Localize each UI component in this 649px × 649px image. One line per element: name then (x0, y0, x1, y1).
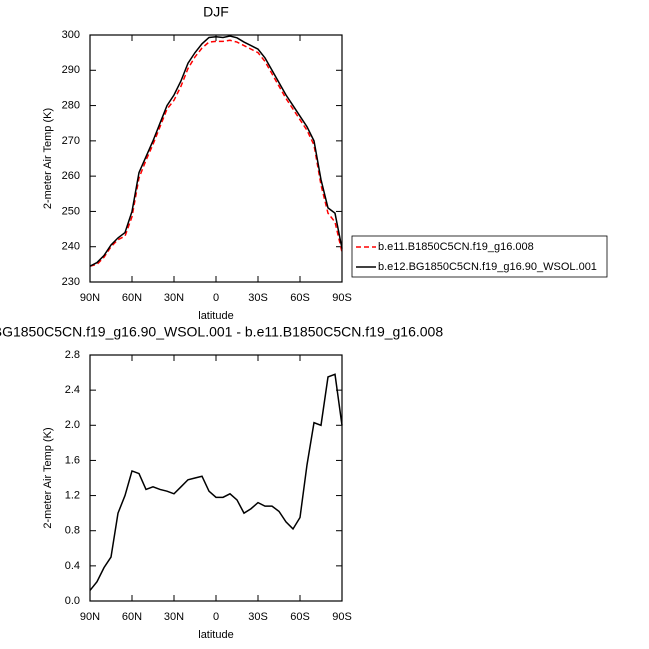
y-tick-label: 290 (62, 64, 80, 76)
x-tick-label: 90S (332, 611, 352, 623)
y-tick-label: 0.8 (65, 525, 80, 537)
legend-label: b.e11.B1850C5CN.f19_g16.008 (378, 241, 534, 253)
x-tick-label: 60S (290, 611, 310, 623)
data-line (89, 373, 343, 591)
x-tick-label: 0 (213, 611, 219, 623)
y-tick-label: 0.0 (65, 595, 80, 607)
y-tick-label: 300 (62, 29, 80, 41)
legend-box (351, 235, 608, 278)
y-tick-label: 250 (62, 205, 80, 217)
x-tick-label: 30N (164, 292, 184, 304)
x-tick-label: 30S (248, 292, 268, 304)
y-tick-label: 230 (62, 276, 80, 288)
y-tick-label: 1.6 (65, 454, 80, 466)
y-tick-label: 260 (62, 170, 80, 182)
data-line (89, 39, 343, 267)
y-tick-label: 1.2 (65, 489, 80, 501)
y-axis-label: 2-meter Air Temp (K) (42, 108, 54, 209)
x-tick-label: 30N (164, 611, 184, 623)
y-tick-label: 280 (62, 99, 80, 111)
chart-title: .BG1850C5CN.f19_g16.90_WSOL.001 - b.e11.… (0, 324, 443, 340)
data-line (89, 35, 343, 267)
y-tick-label: 240 (62, 241, 80, 253)
y-tick-label: 2.4 (65, 384, 80, 396)
y-tick-label: 270 (62, 135, 80, 147)
x-tick-label: 90S (332, 292, 352, 304)
x-axis-label: latitude (198, 629, 233, 641)
y-axis-label: 2-meter Air Temp (K) (42, 427, 54, 528)
x-tick-label: 90N (80, 611, 100, 623)
y-tick-label: 0.4 (65, 560, 80, 572)
plot-frame (89, 34, 343, 283)
x-tick-label: 60S (290, 292, 310, 304)
x-tick-label: 30S (248, 611, 268, 623)
y-tick-label: 2.8 (65, 349, 80, 361)
y-tick-label: 2.0 (65, 419, 80, 431)
x-tick-label: 0 (213, 292, 219, 304)
x-tick-label: 60N (122, 292, 142, 304)
x-axis-label: latitude (198, 310, 233, 322)
legend-label: b.e12.BG1850C5CN.f19_g16.90_WSOL.001 (378, 261, 597, 273)
x-tick-label: 60N (122, 611, 142, 623)
x-tick-label: 90N (80, 292, 100, 304)
plot-frame (89, 354, 343, 602)
chart-title: DJF (203, 4, 229, 20)
